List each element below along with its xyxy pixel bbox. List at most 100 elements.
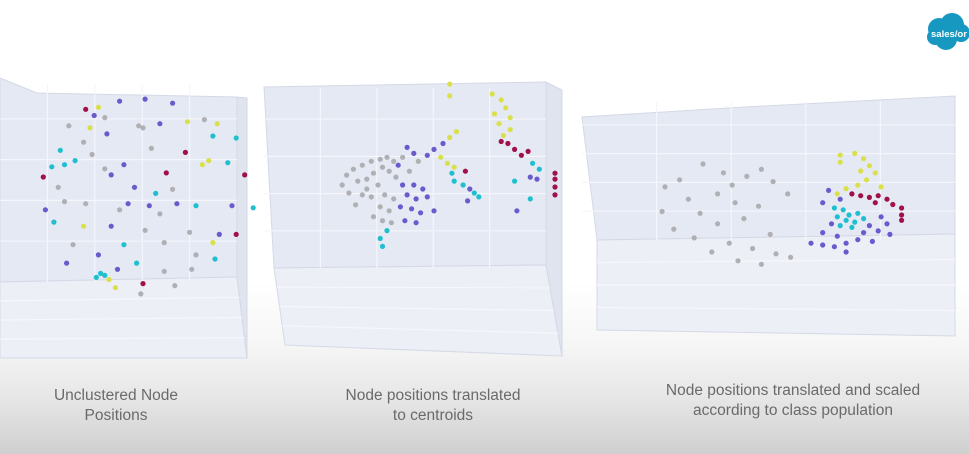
back-wall bbox=[0, 77, 238, 283]
data-point-crimson bbox=[552, 184, 558, 190]
data-point-purple bbox=[121, 162, 127, 168]
gridline bbox=[282, 325, 559, 334]
data-point-crimson bbox=[40, 174, 46, 180]
data-point-gray bbox=[388, 220, 394, 226]
data-point-yellow bbox=[503, 105, 509, 111]
data-point-crimson bbox=[242, 172, 248, 178]
data-point-purple bbox=[855, 237, 861, 243]
data-point-crimson bbox=[884, 196, 890, 202]
data-point-gray bbox=[172, 283, 178, 289]
data-point-gray bbox=[368, 194, 374, 200]
data-point-crimson bbox=[505, 140, 511, 147]
data-point-gray bbox=[359, 162, 365, 168]
data-point-gray bbox=[102, 115, 108, 121]
data-point-purple bbox=[861, 230, 867, 236]
data-point-yellow bbox=[852, 150, 858, 156]
data-point-cyan bbox=[849, 224, 855, 230]
data-point-purple bbox=[91, 112, 97, 119]
data-point-cyan bbox=[861, 216, 867, 222]
caption-line: according to class population bbox=[693, 402, 893, 419]
data-point-purple bbox=[843, 240, 849, 246]
data-point-gray bbox=[140, 125, 146, 131]
data-point-gray bbox=[187, 229, 193, 235]
data-point-yellow bbox=[112, 285, 118, 291]
data-point-gray bbox=[691, 235, 697, 241]
data-point-gray bbox=[142, 227, 148, 233]
data-point-gray bbox=[386, 208, 392, 214]
data-point-gray bbox=[758, 261, 765, 267]
data-point-gray bbox=[715, 191, 721, 197]
data-point-purple bbox=[409, 206, 415, 212]
data-point-gray bbox=[741, 216, 747, 222]
data-point-yellow bbox=[489, 91, 495, 97]
data-point-purple bbox=[834, 233, 840, 239]
data-point-crimson bbox=[875, 193, 881, 199]
data-point-purple bbox=[64, 260, 70, 266]
data-point-cyan bbox=[855, 210, 861, 216]
data-point-crimson bbox=[849, 191, 855, 197]
scatter-panel-centroids bbox=[263, 81, 563, 357]
caption-line: Node positions translated and scaled bbox=[665, 382, 921, 399]
data-point-crimson bbox=[552, 192, 558, 198]
data-point-gray bbox=[117, 207, 123, 213]
data-point-yellow bbox=[210, 240, 216, 246]
data-point-cyan bbox=[377, 235, 383, 242]
data-point-purple bbox=[95, 252, 101, 258]
data-point-gray bbox=[364, 186, 370, 192]
data-point-purple bbox=[108, 172, 114, 178]
data-point-gray bbox=[659, 208, 665, 215]
salesforce-logo: sales/or bbox=[927, 13, 969, 50]
data-point-gray bbox=[161, 268, 167, 274]
data-point-purple bbox=[424, 152, 430, 158]
data-point-yellow bbox=[866, 163, 873, 169]
data-point-gray bbox=[393, 174, 399, 180]
data-point-gray bbox=[379, 164, 386, 170]
scatter-panel-unclustered bbox=[0, 77, 256, 359]
data-point-cyan bbox=[843, 217, 849, 223]
data-point-gray bbox=[379, 218, 386, 224]
data-point-gray bbox=[671, 226, 677, 232]
data-point-cyan bbox=[476, 194, 482, 200]
data-point-purple bbox=[527, 174, 533, 180]
data-point-gray bbox=[785, 191, 791, 197]
caption-line: Node positions translated bbox=[345, 387, 521, 404]
data-point-yellow bbox=[507, 127, 513, 133]
data-point-cyan bbox=[93, 274, 99, 280]
data-point-yellow bbox=[863, 177, 870, 183]
data-point-crimson bbox=[899, 212, 905, 218]
salesforce-cloud-icon bbox=[927, 13, 969, 50]
scatter-panel-scaled bbox=[581, 95, 956, 337]
data-point-gray bbox=[386, 168, 392, 174]
data-point-cyan bbox=[840, 207, 846, 213]
data-point-purple bbox=[420, 186, 426, 192]
data-point-gray bbox=[767, 231, 773, 237]
data-point-cyan bbox=[121, 242, 127, 248]
data-point-yellow bbox=[843, 186, 849, 192]
data-point-purple bbox=[400, 182, 406, 188]
data-point-crimson bbox=[525, 148, 531, 154]
data-point-purple bbox=[42, 207, 49, 213]
data-point-purple bbox=[826, 187, 832, 193]
data-point-gray bbox=[377, 204, 383, 210]
data-point-purple bbox=[828, 221, 835, 227]
data-point-cyan bbox=[61, 162, 68, 168]
data-point-gray bbox=[339, 182, 345, 188]
data-point-purple bbox=[418, 210, 424, 216]
data-point-yellow bbox=[837, 152, 843, 158]
data-point-cyan bbox=[471, 190, 477, 196]
data-point-gray bbox=[136, 123, 142, 129]
data-point-purple bbox=[413, 196, 419, 202]
data-point-gray bbox=[138, 291, 144, 297]
data-point-gray bbox=[788, 254, 794, 260]
data-point-purple bbox=[114, 266, 121, 272]
data-point-gray bbox=[353, 202, 359, 208]
data-point-purple bbox=[820, 230, 826, 236]
data-point-gray bbox=[755, 203, 762, 209]
data-point-gray bbox=[697, 210, 703, 216]
data-point-yellow bbox=[438, 154, 444, 160]
data-point-crimson bbox=[182, 149, 188, 155]
data-point-purple bbox=[440, 140, 446, 147]
data-point-purple bbox=[117, 98, 123, 104]
data-point-gray bbox=[70, 242, 76, 248]
data-point-cyan bbox=[49, 164, 55, 170]
